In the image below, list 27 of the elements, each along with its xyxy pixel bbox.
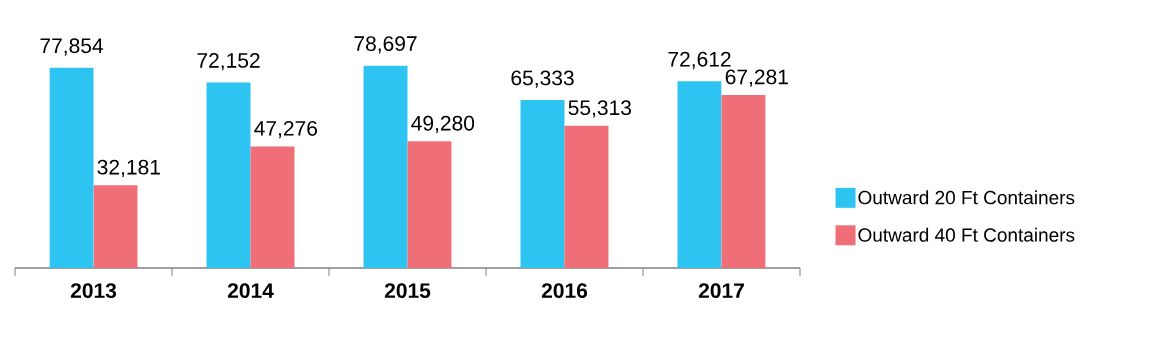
bar <box>363 65 408 268</box>
bar <box>250 146 295 268</box>
data-label: 72,152 <box>197 52 260 71</box>
data-label: 78,697 <box>354 36 417 54</box>
x-tick-label: 2016 <box>541 283 588 299</box>
bar <box>93 185 138 268</box>
bar <box>407 141 452 268</box>
x-tick-label: 2013 <box>70 283 117 299</box>
data-label: 67,281 <box>725 69 788 87</box>
x-tick-label: 2015 <box>384 283 431 299</box>
data-label: 47,276 <box>254 120 318 139</box>
data-label: 32,181 <box>97 159 160 178</box>
bar <box>49 67 94 268</box>
bar <box>721 95 766 268</box>
bar <box>520 100 565 268</box>
legend-label: Outward 20 Ft Containers <box>858 190 1075 205</box>
data-label: 55,313 <box>568 100 631 118</box>
bar <box>206 82 251 268</box>
data-label: 77,854 <box>40 38 104 56</box>
data-label: 65,333 <box>511 70 574 88</box>
x-tick-label: 2017 <box>698 283 744 299</box>
bar <box>677 81 722 268</box>
bar <box>564 125 609 268</box>
data-label: 49,280 <box>411 115 475 134</box>
data-label: 72,612 <box>668 51 731 70</box>
x-tick-label: 2014 <box>227 283 274 299</box>
legend-label: Outward 40 Ft Containers <box>858 227 1075 242</box>
